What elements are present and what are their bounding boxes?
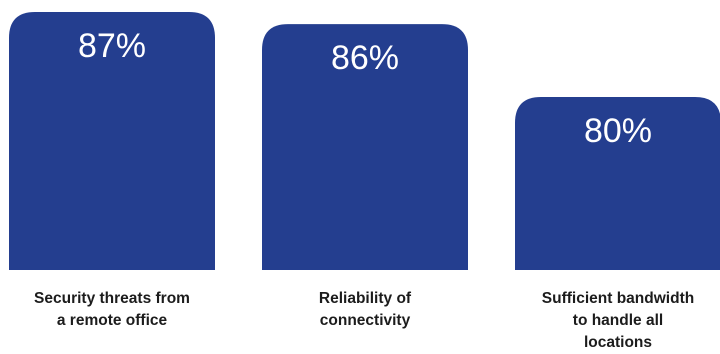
category-label-line: to handle all: [573, 312, 663, 329]
bar-value-label-1: 87%: [78, 27, 146, 65]
category-label-line: Reliability of: [319, 290, 412, 307]
category-label-line: locations: [584, 334, 652, 351]
category-label-1: Security threats from a remote office: [34, 290, 190, 329]
category-label-line: a remote office: [57, 312, 168, 329]
bar-1: [9, 12, 215, 270]
bar-3: [515, 97, 720, 270]
category-labels-group: Security threats from a remote office Reli…: [34, 290, 694, 351]
category-label-2: Reliability of connectivity: [319, 290, 412, 329]
bar-value-label-3: 80%: [584, 112, 652, 150]
category-label-line: connectivity: [320, 312, 411, 329]
category-label-3: Sufficient bandwidth to handle all locatio…: [542, 290, 694, 351]
category-label-line: Sufficient bandwidth: [542, 290, 694, 307]
bar-value-label-2: 86%: [331, 39, 399, 77]
bar-2: [262, 24, 468, 271]
bars-group: 87% 86% 80%: [9, 12, 720, 271]
category-label-line: Security threats from: [34, 290, 190, 307]
